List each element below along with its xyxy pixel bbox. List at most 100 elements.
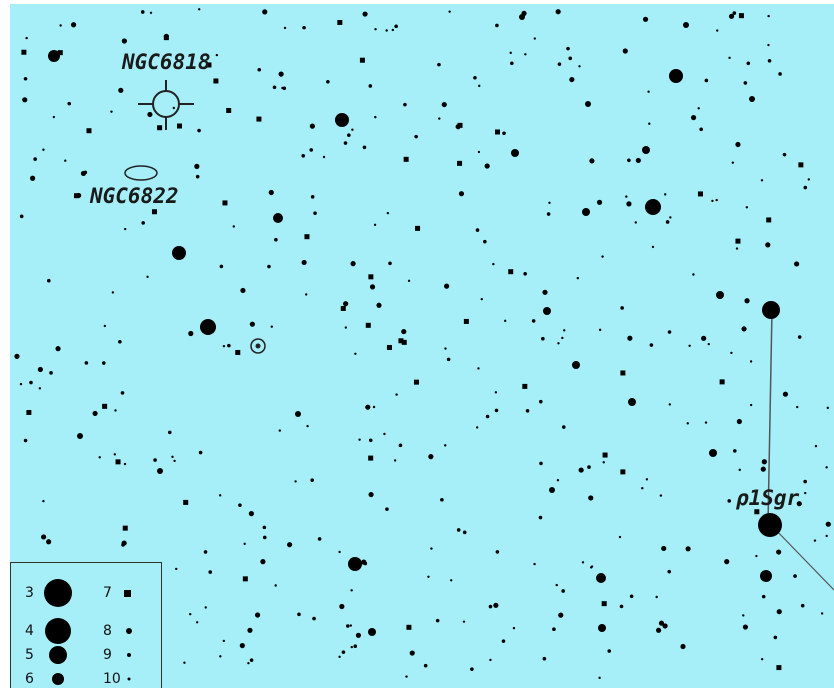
star-179 (149, 11, 153, 14)
star-441 (46, 539, 52, 545)
star-43 (627, 158, 631, 163)
star-61 (243, 542, 246, 546)
star-334 (489, 658, 492, 662)
star-67 (203, 550, 208, 554)
star-432 (761, 459, 767, 465)
star-208 (120, 391, 125, 395)
star-312 (355, 632, 362, 638)
star-260 (398, 338, 404, 344)
star-433 (690, 114, 697, 121)
star-148 (226, 107, 232, 113)
star-376 (437, 62, 441, 67)
star-391 (504, 319, 507, 323)
star-158 (642, 16, 649, 22)
star-232 (742, 614, 745, 617)
star-8 (762, 301, 780, 319)
star-174 (363, 561, 368, 566)
star-318 (444, 283, 450, 289)
star-83 (508, 269, 514, 275)
star-277 (743, 81, 748, 85)
star-423 (732, 11, 737, 15)
star-156 (581, 561, 585, 564)
star-211 (555, 583, 558, 587)
star-366 (283, 26, 287, 30)
star-426 (218, 494, 222, 497)
legend-mag-3: 3 (25, 585, 34, 601)
star-180 (254, 612, 261, 618)
star-335 (347, 133, 351, 137)
star-147 (350, 589, 353, 592)
star-276 (648, 122, 651, 125)
star-425 (509, 51, 512, 55)
star-140 (391, 28, 395, 32)
star-284 (37, 366, 43, 373)
star-249 (206, 62, 212, 68)
star-32 (825, 466, 828, 469)
cluster-symbol[interactable] (250, 338, 266, 354)
star-68 (362, 11, 368, 17)
star-18 (572, 361, 580, 369)
star-282 (602, 461, 605, 464)
star-22 (368, 628, 376, 636)
star-134 (415, 225, 421, 231)
star-90 (807, 178, 811, 181)
star-412 (512, 626, 516, 630)
legend-mag-6: 6 (25, 671, 34, 687)
star-390 (601, 601, 607, 607)
star-350 (394, 24, 398, 29)
asterism-line-south (771, 525, 834, 591)
star-259 (738, 13, 744, 19)
star-186 (92, 410, 98, 417)
star-346 (539, 461, 543, 466)
star-115 (645, 478, 649, 481)
star-440 (189, 612, 192, 616)
star-36 (655, 595, 658, 599)
star-424 (803, 185, 808, 190)
star-63 (561, 589, 565, 593)
star-46 (102, 403, 108, 409)
star-48 (219, 264, 224, 269)
star-139 (557, 342, 560, 345)
star-256 (349, 624, 353, 627)
star-79 (803, 479, 807, 484)
star-45 (450, 579, 453, 582)
star-246 (204, 606, 207, 609)
star-379 (557, 62, 562, 66)
star-133 (52, 115, 56, 119)
star-chart[interactable]: NGC6818 NGC6822 ρ1Sgr 3 4 5 6 7 8 9 10 (10, 4, 834, 688)
star-336 (533, 37, 536, 40)
star-397 (343, 301, 349, 307)
star-296 (341, 650, 346, 654)
star-170 (403, 102, 407, 107)
star-364 (312, 616, 316, 621)
star-402 (278, 71, 284, 77)
star-219 (281, 86, 284, 90)
star-310 (620, 469, 626, 475)
star-404 (441, 101, 447, 108)
star-396 (338, 655, 341, 659)
star-270 (493, 602, 499, 608)
ngc6818-label: NGC6818 (122, 50, 211, 74)
star-141 (110, 110, 113, 113)
star-135 (668, 403, 672, 406)
star-304 (176, 123, 182, 129)
star-93 (578, 467, 584, 473)
legend-mag-8: 8 (103, 623, 112, 639)
star-352 (701, 335, 707, 341)
ngc6822-symbol[interactable] (124, 165, 158, 181)
star-144 (813, 539, 817, 542)
star-28 (749, 96, 755, 102)
star-41 (141, 221, 145, 225)
star-343 (167, 430, 172, 435)
star-261 (457, 160, 463, 166)
star-132 (596, 199, 603, 205)
star-31 (546, 212, 551, 216)
star-220 (688, 344, 691, 347)
star-172 (407, 279, 411, 283)
star-213 (147, 111, 153, 118)
legend-marker-8 (126, 628, 132, 634)
star-344 (561, 425, 566, 429)
ngc6818-symbol[interactable] (138, 80, 194, 130)
ngc6822-label: NGC6822 (90, 184, 179, 208)
star-212 (825, 521, 831, 527)
